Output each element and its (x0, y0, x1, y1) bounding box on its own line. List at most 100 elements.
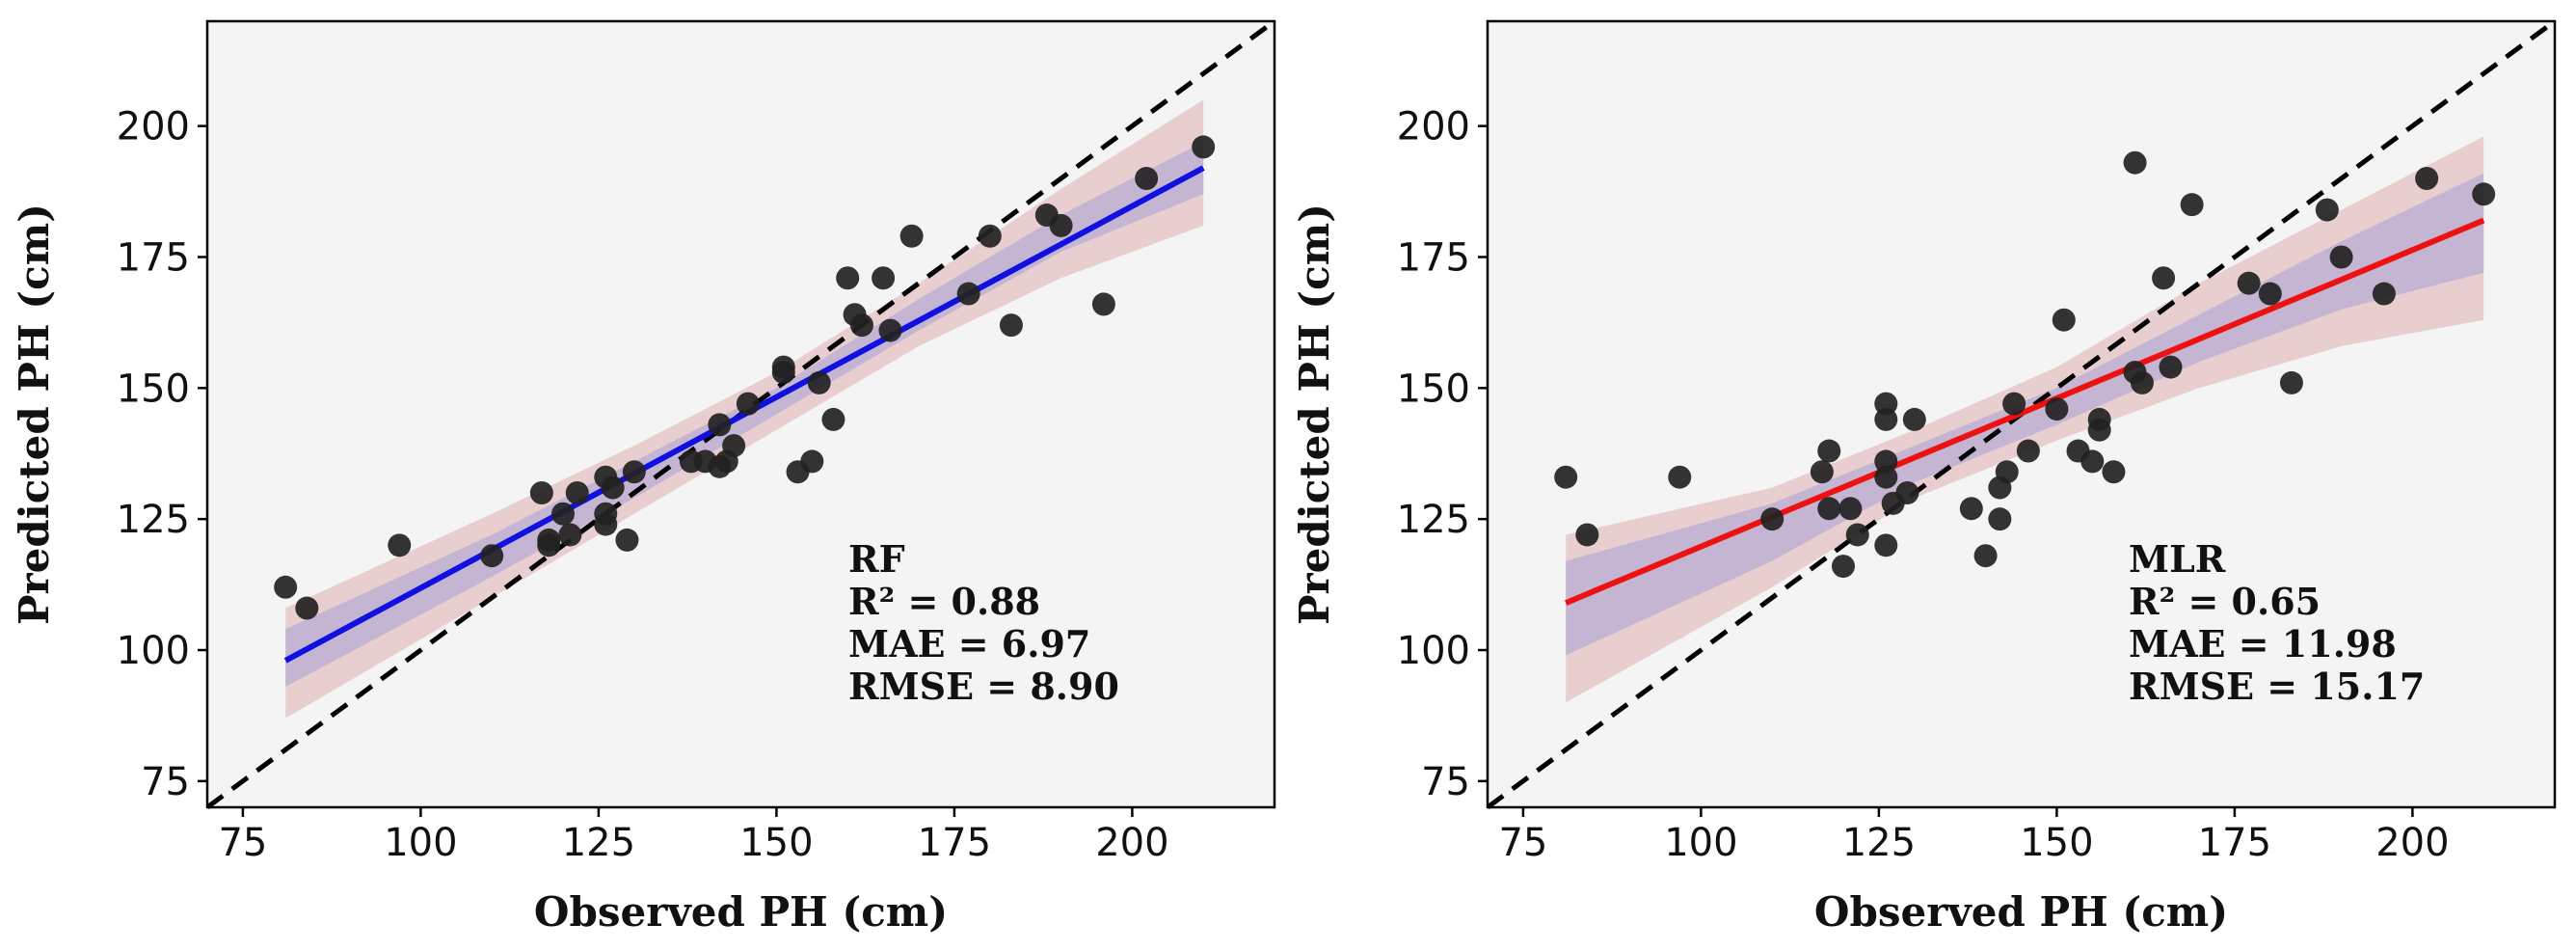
mlr-data-point (2087, 418, 2111, 442)
rf-y-ticks: 75 100 125 150 175 200 (117, 105, 207, 804)
rf-data-point (388, 533, 412, 557)
rf-data-point (1091, 292, 1115, 316)
mlr-data-point (1895, 481, 1919, 504)
rf-x-tick-label: 125 (562, 821, 635, 865)
mlr-data-point (2123, 150, 2147, 175)
mlr-y-tick-label: 150 (1397, 367, 1470, 411)
mlr-data-point (2415, 167, 2439, 190)
rf-x-tick-label: 200 (1095, 821, 1168, 865)
mlr-x-tick-label: 125 (1842, 821, 1916, 865)
rf-data-point (1135, 167, 1159, 190)
mlr-data-point (1817, 497, 1841, 521)
mlr-fit-line (1565, 217, 2485, 606)
rf-data-point (615, 528, 639, 552)
rf-stats-r2: R² = 0.88 (848, 580, 1040, 623)
mlr-data-point (2045, 397, 2069, 421)
mlr-data-point (2258, 282, 2282, 306)
rf-y-tick-label: 125 (117, 498, 190, 542)
mlr-data-point (2315, 198, 2339, 222)
mlr-points (1554, 150, 2496, 579)
mlr-y-ticks: 75 100 125 150 175 200 (1397, 105, 1488, 804)
mlr-data-point (2130, 370, 2154, 394)
rf-stats-mae: MAE = 6.97 (848, 622, 1090, 666)
mlr-data-point (1874, 533, 1898, 557)
rf-data-point (558, 523, 582, 547)
rf-data-point (295, 596, 319, 620)
rf-data-point (872, 266, 896, 290)
mlr-data-point (1995, 460, 2019, 484)
mlr-stats-mae: MAE = 11.98 (2129, 622, 2397, 666)
mlr-data-point (1988, 507, 2012, 531)
mlr-x-tick-label: 200 (2375, 821, 2449, 865)
mlr-data-point (2052, 308, 2076, 332)
mlr-data-point (1838, 497, 1863, 521)
rf-plot-frame (205, 19, 1276, 809)
rf-y-tick-label: 100 (117, 629, 190, 673)
rf-data-point (849, 313, 873, 338)
mlr-data-point (2279, 370, 2303, 394)
mlr-y-tick-label: 175 (1397, 236, 1470, 281)
rf-data-point (878, 318, 902, 342)
rf-data-point (601, 476, 625, 500)
mlr-x-tick-label: 75 (1498, 821, 1547, 865)
rf-data-point (736, 392, 760, 416)
mlr-y-axis-label: Predicted PH (cm) (1291, 204, 1338, 625)
mlr-data-point (2472, 182, 2496, 206)
rf-y-tick-label: 75 (141, 760, 190, 804)
rf-data-point (836, 266, 860, 290)
mlr-data-point (2329, 245, 2353, 269)
rf-x-tick-label: 75 (218, 821, 267, 865)
rf-data-point (551, 502, 575, 526)
rf-points (274, 135, 1216, 620)
mlr-data-point (1668, 465, 1692, 489)
mlr-data-point (2080, 449, 2105, 474)
rf-y-tick-label: 200 (117, 105, 190, 149)
rf-data-point (708, 413, 732, 437)
rf-data-point (1192, 135, 1216, 159)
rf-data-point (771, 355, 795, 379)
mlr-data-point (1874, 407, 1898, 431)
rf-data-point (480, 544, 504, 568)
rf-stats-rmse: RMSE = 8.90 (848, 665, 1119, 708)
mlr-plot-frame (1486, 19, 2557, 809)
rf-data-point (956, 282, 980, 306)
rf-data-point (722, 434, 746, 458)
mlr-x-ticks: 75 100 125 150 175 200 (1498, 807, 2450, 865)
mlr-y-tick-label: 75 (1421, 760, 1470, 804)
mlr-data-point (1760, 507, 1784, 531)
rf-data-point (622, 460, 646, 484)
rf-x-tick-label: 100 (384, 821, 457, 865)
mlr-stats-model: MLR (2129, 537, 2226, 581)
rf-data-point (821, 407, 845, 431)
rf-data-point (978, 224, 1002, 248)
mlr-stats-rmse: RMSE = 15.17 (2129, 665, 2425, 708)
rf-data-point (899, 224, 924, 248)
rf-data-point (800, 449, 824, 474)
mlr-data-point (1959, 497, 1983, 521)
mlr-y-tick-label: 100 (1397, 629, 1470, 673)
mlr-data-point (1874, 465, 1898, 489)
rf-y-axis-label: Predicted PH (cm) (11, 204, 58, 625)
mlr-data-point (2016, 439, 2040, 463)
mlr-data-point (2372, 282, 2396, 306)
rf-x-tick-label: 175 (918, 821, 991, 865)
rf-panel: 75 100 125 150 175 200 75 100 125 150 175 200 Obse… (11, 18, 1276, 936)
mlr-data-point (1817, 439, 1841, 463)
mlr-stats-r2: R² = 0.65 (2129, 580, 2321, 623)
rf-data-point (274, 575, 298, 599)
rf-data-point (1049, 213, 1073, 237)
mlr-data-point (2002, 392, 2026, 416)
rf-data-point (529, 481, 553, 504)
rf-data-point (565, 481, 589, 504)
mlr-data-point (2159, 355, 2183, 379)
rf-stats-model: RF (848, 537, 905, 581)
mlr-y-tick-label: 125 (1397, 498, 1470, 542)
mlr-data-point (2102, 460, 2126, 484)
mlr-x-axis-label: Observed PH (cm) (1814, 888, 2228, 936)
mlr-data-point (1554, 465, 1578, 489)
rf-y-tick-label: 150 (117, 367, 190, 411)
mlr-data-point (1902, 407, 1926, 431)
mlr-data-point (2180, 193, 2204, 217)
mlr-data-point (1832, 555, 1855, 579)
